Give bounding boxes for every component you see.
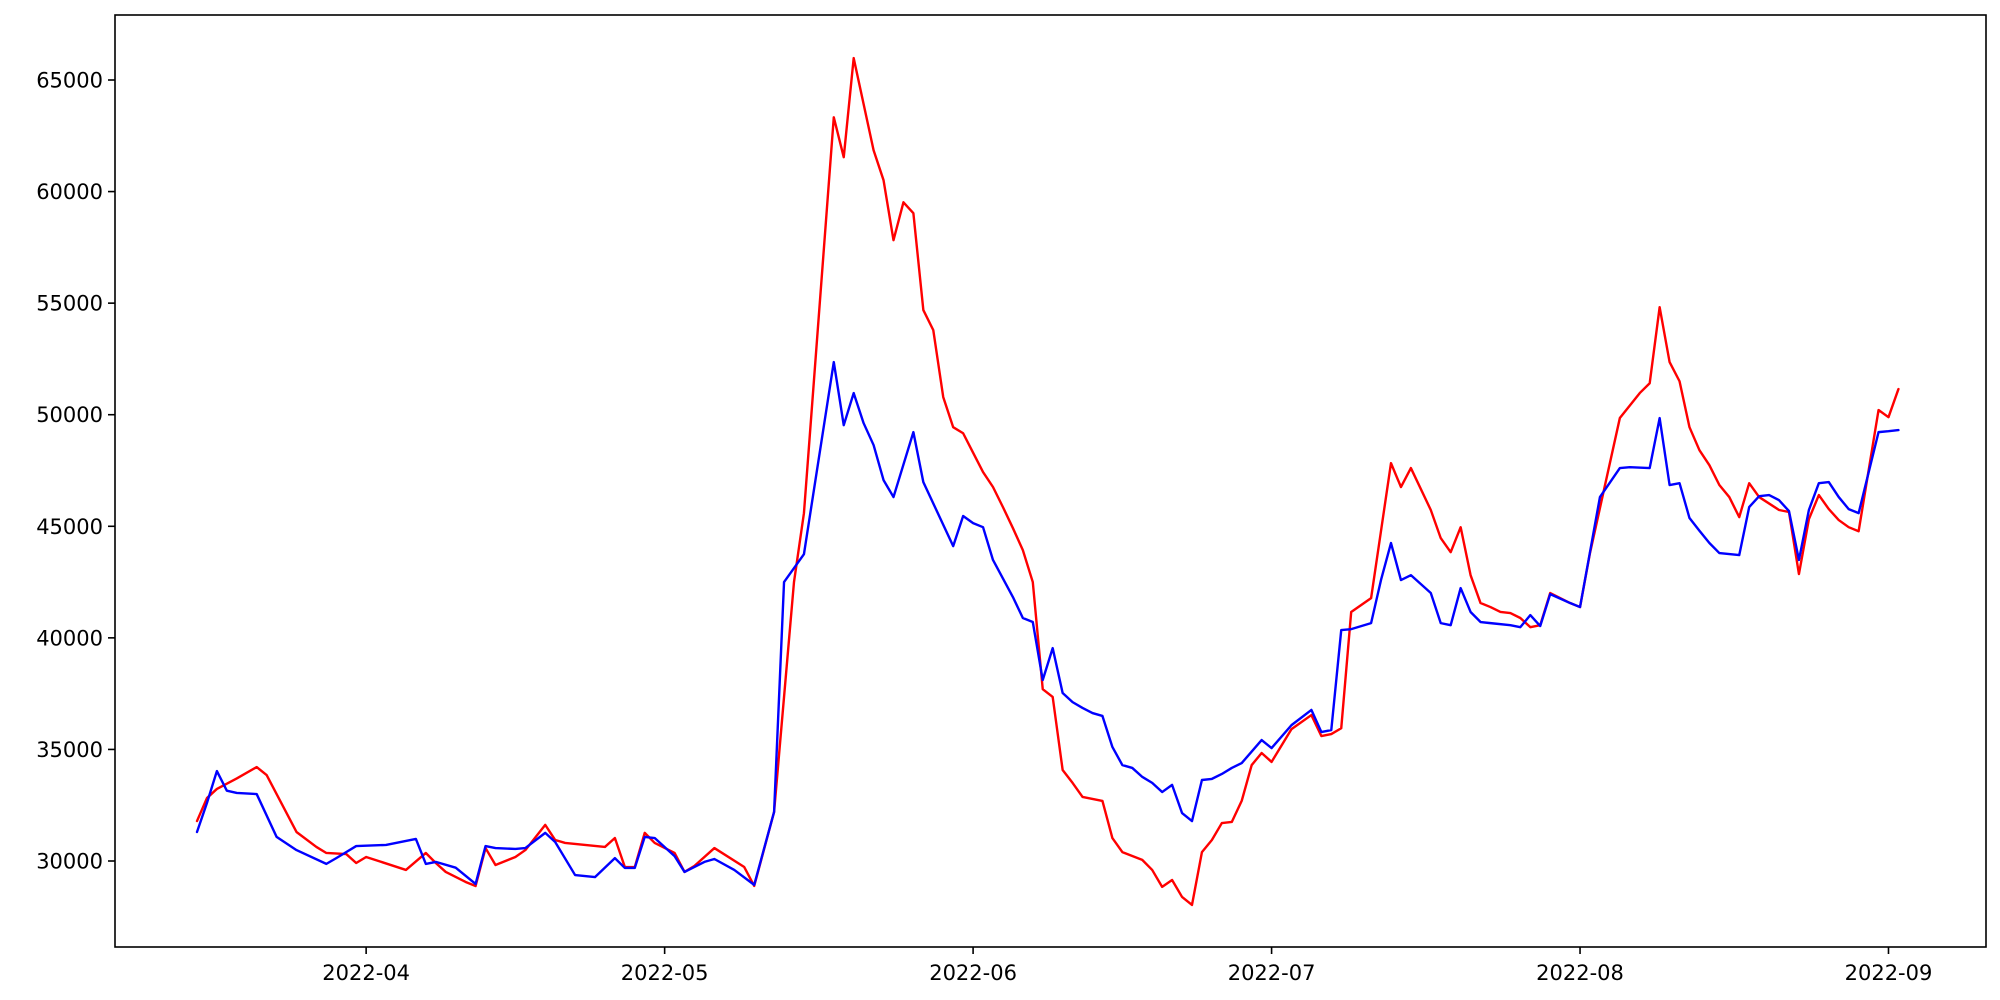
y-tick-label: 35000 (36, 738, 103, 762)
x-tick-label: 2022-05 (621, 961, 709, 985)
y-tick-label: 50000 (36, 403, 103, 427)
axis-ticks: 2022-04 2022-05 2022-06 2022-07 2022-08 2022-… (36, 69, 1932, 985)
x-tick-label: 2022-04 (322, 961, 410, 985)
y-tick-label: 40000 (36, 626, 103, 650)
data-series (195, 56, 1900, 907)
y-tick-label: 60000 (36, 180, 103, 204)
y-tick-label: 65000 (36, 69, 103, 93)
series-red-line (195, 56, 1900, 907)
x-tick-label: 2022-06 (929, 961, 1017, 985)
x-tick-label: 2022-09 (1845, 961, 1933, 985)
x-tick-label: 2022-08 (1536, 961, 1624, 985)
plot-border (114, 14, 1987, 948)
x-tick-label: 2022-07 (1228, 961, 1316, 985)
series-blue-line (195, 360, 1900, 887)
y-tick-label: 55000 (36, 292, 103, 316)
y-tick-label: 45000 (36, 515, 103, 539)
y-tick-label: 30000 (36, 850, 103, 874)
